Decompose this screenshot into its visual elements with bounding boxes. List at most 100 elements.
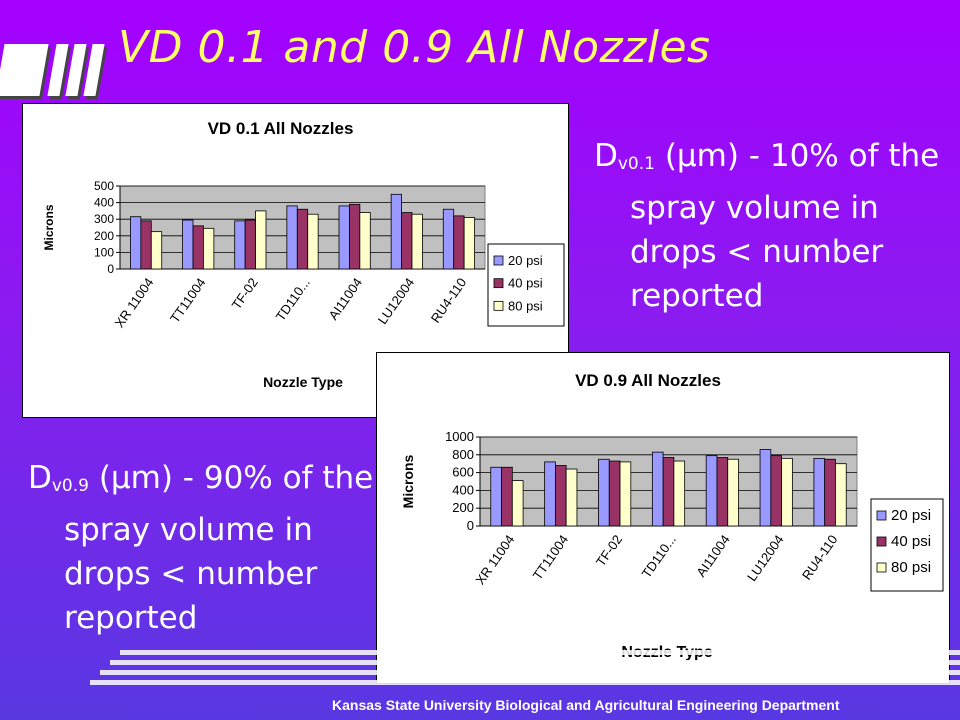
bar [234,220,246,270]
y-tick-label: 600 [452,465,474,480]
bar [824,458,836,527]
bar [501,466,513,527]
bar [673,460,686,527]
bar [662,457,675,527]
bar [130,216,142,270]
bullet-dv09-text: (μm) - 90% of the spray volume in drops … [64,460,374,636]
legend-swatch [493,255,504,266]
bar [770,455,783,527]
y-tick-label: 200 [94,229,114,243]
y-axis-label: Microns [400,454,416,508]
y-tick-label: 1000 [445,429,474,444]
bar [349,203,361,270]
x-tick-label: TT11004 [167,275,209,325]
y-tick-label: 400 [452,482,474,497]
bullet-dv01-main: D [594,138,618,174]
bar [651,451,664,527]
bar [716,457,729,527]
bar [453,215,465,270]
x-tick-label: XR 11004 [112,275,157,330]
x-tick-label: RU4-110 [428,275,470,325]
y-tick-label: 400 [94,196,114,210]
bullet-dv01-text: (μm) - 10% of the spray volume in drops … [630,138,940,314]
bullet-dv09-main: D [28,460,52,496]
y-tick-label: 300 [94,212,114,226]
bar [544,461,556,527]
y-tick-label: 800 [452,447,474,462]
bar [411,213,423,270]
footer-stripes-decoration [90,650,960,695]
x-tick-label: AI11004 [326,275,366,322]
x-tick-label: AI11004 [693,532,733,579]
y-tick-label: 0 [467,518,474,533]
legend-label: 40 psi [891,533,931,550]
bullet-dv01-sub: v0.1 [617,154,655,174]
x-tick-label: LU12004 [744,532,787,584]
bar [401,212,413,270]
bar [390,193,402,270]
x-tick-label: LU12004 [375,275,418,327]
y-tick-label: 100 [94,245,114,259]
bar [813,457,826,527]
bar [598,458,610,527]
x-tick-label: XR 11004 [472,532,517,587]
x-tick-label: RU4-110 [799,532,841,582]
footer-text: Kansas State University Biological and A… [332,697,840,713]
bar [511,480,524,527]
bar [150,231,163,270]
legend-label: 80 psi [891,559,931,576]
bar [359,212,371,270]
chart-title: VD 0.9 All Nozzles [575,371,721,390]
bar [140,220,152,270]
x-axis-label: Nozzle Type [263,374,343,390]
bar [619,461,632,527]
bar [705,455,718,527]
slide-title: VD 0.1 and 0.9 All Nozzles [118,22,711,73]
x-tick-label: TT11004 [530,532,572,582]
bar [781,457,793,527]
bar [338,205,350,270]
bar [463,217,475,270]
legend-swatch [493,278,504,289]
x-tick-label: TF-02 [229,275,261,312]
y-axis-label: Microns [42,204,56,250]
legend-label: 20 psi [891,507,931,524]
chart-vd09-svg: VD 0.9 All Nozzles 0 200 400 600 800 1000 XR 11… [400,371,944,661]
x-tick-label: TD110... [273,275,313,324]
legend-swatch [493,300,504,311]
bar [565,468,578,527]
bullet-dv01: Dv0.1 (μm) - 10% of the spray volume in … [594,134,950,318]
chart-title: VD 0.1 All Nozzles [208,119,354,138]
chart-vd01: VD 0.1 All Nozzles 0 100 200 300 400 500 XR 110… [22,103,569,418]
legend-swatch [876,562,887,573]
bar [759,449,772,527]
bar [255,210,267,270]
legend-label: 80 psi [508,298,543,313]
legend-label: 20 psi [508,253,543,268]
legend-swatch [876,536,887,547]
logo-bars-decoration [0,44,110,100]
bar [442,208,455,270]
bar [244,219,256,270]
chart-vd01-svg: VD 0.1 All Nozzles 0 100 200 300 400 500 XR 110… [42,119,565,390]
bar [192,225,204,270]
bar [182,219,194,270]
bar [296,208,309,270]
y-tick-label: 0 [107,262,114,276]
bar [554,465,567,527]
bar [608,460,621,527]
bar [835,463,847,527]
y-tick-label: 200 [452,500,474,515]
legend-label: 40 psi [508,276,543,291]
bar [307,213,319,270]
bar [286,205,298,270]
bar [727,458,739,527]
x-tick-label: TF-02 [593,532,625,569]
bar [203,227,215,270]
bullet-dv09: Dv0.9 (μm) - 90% of the spray volume in … [28,456,384,640]
chart-vd09: VD 0.9 All Nozzles 0 200 400 600 800 1000 XR 11… [376,352,950,684]
legend-swatch [876,510,887,521]
bullet-dv09-sub: v0.9 [51,476,89,496]
y-tick-label: 500 [94,179,114,193]
x-tick-label: TD110... [639,532,679,581]
